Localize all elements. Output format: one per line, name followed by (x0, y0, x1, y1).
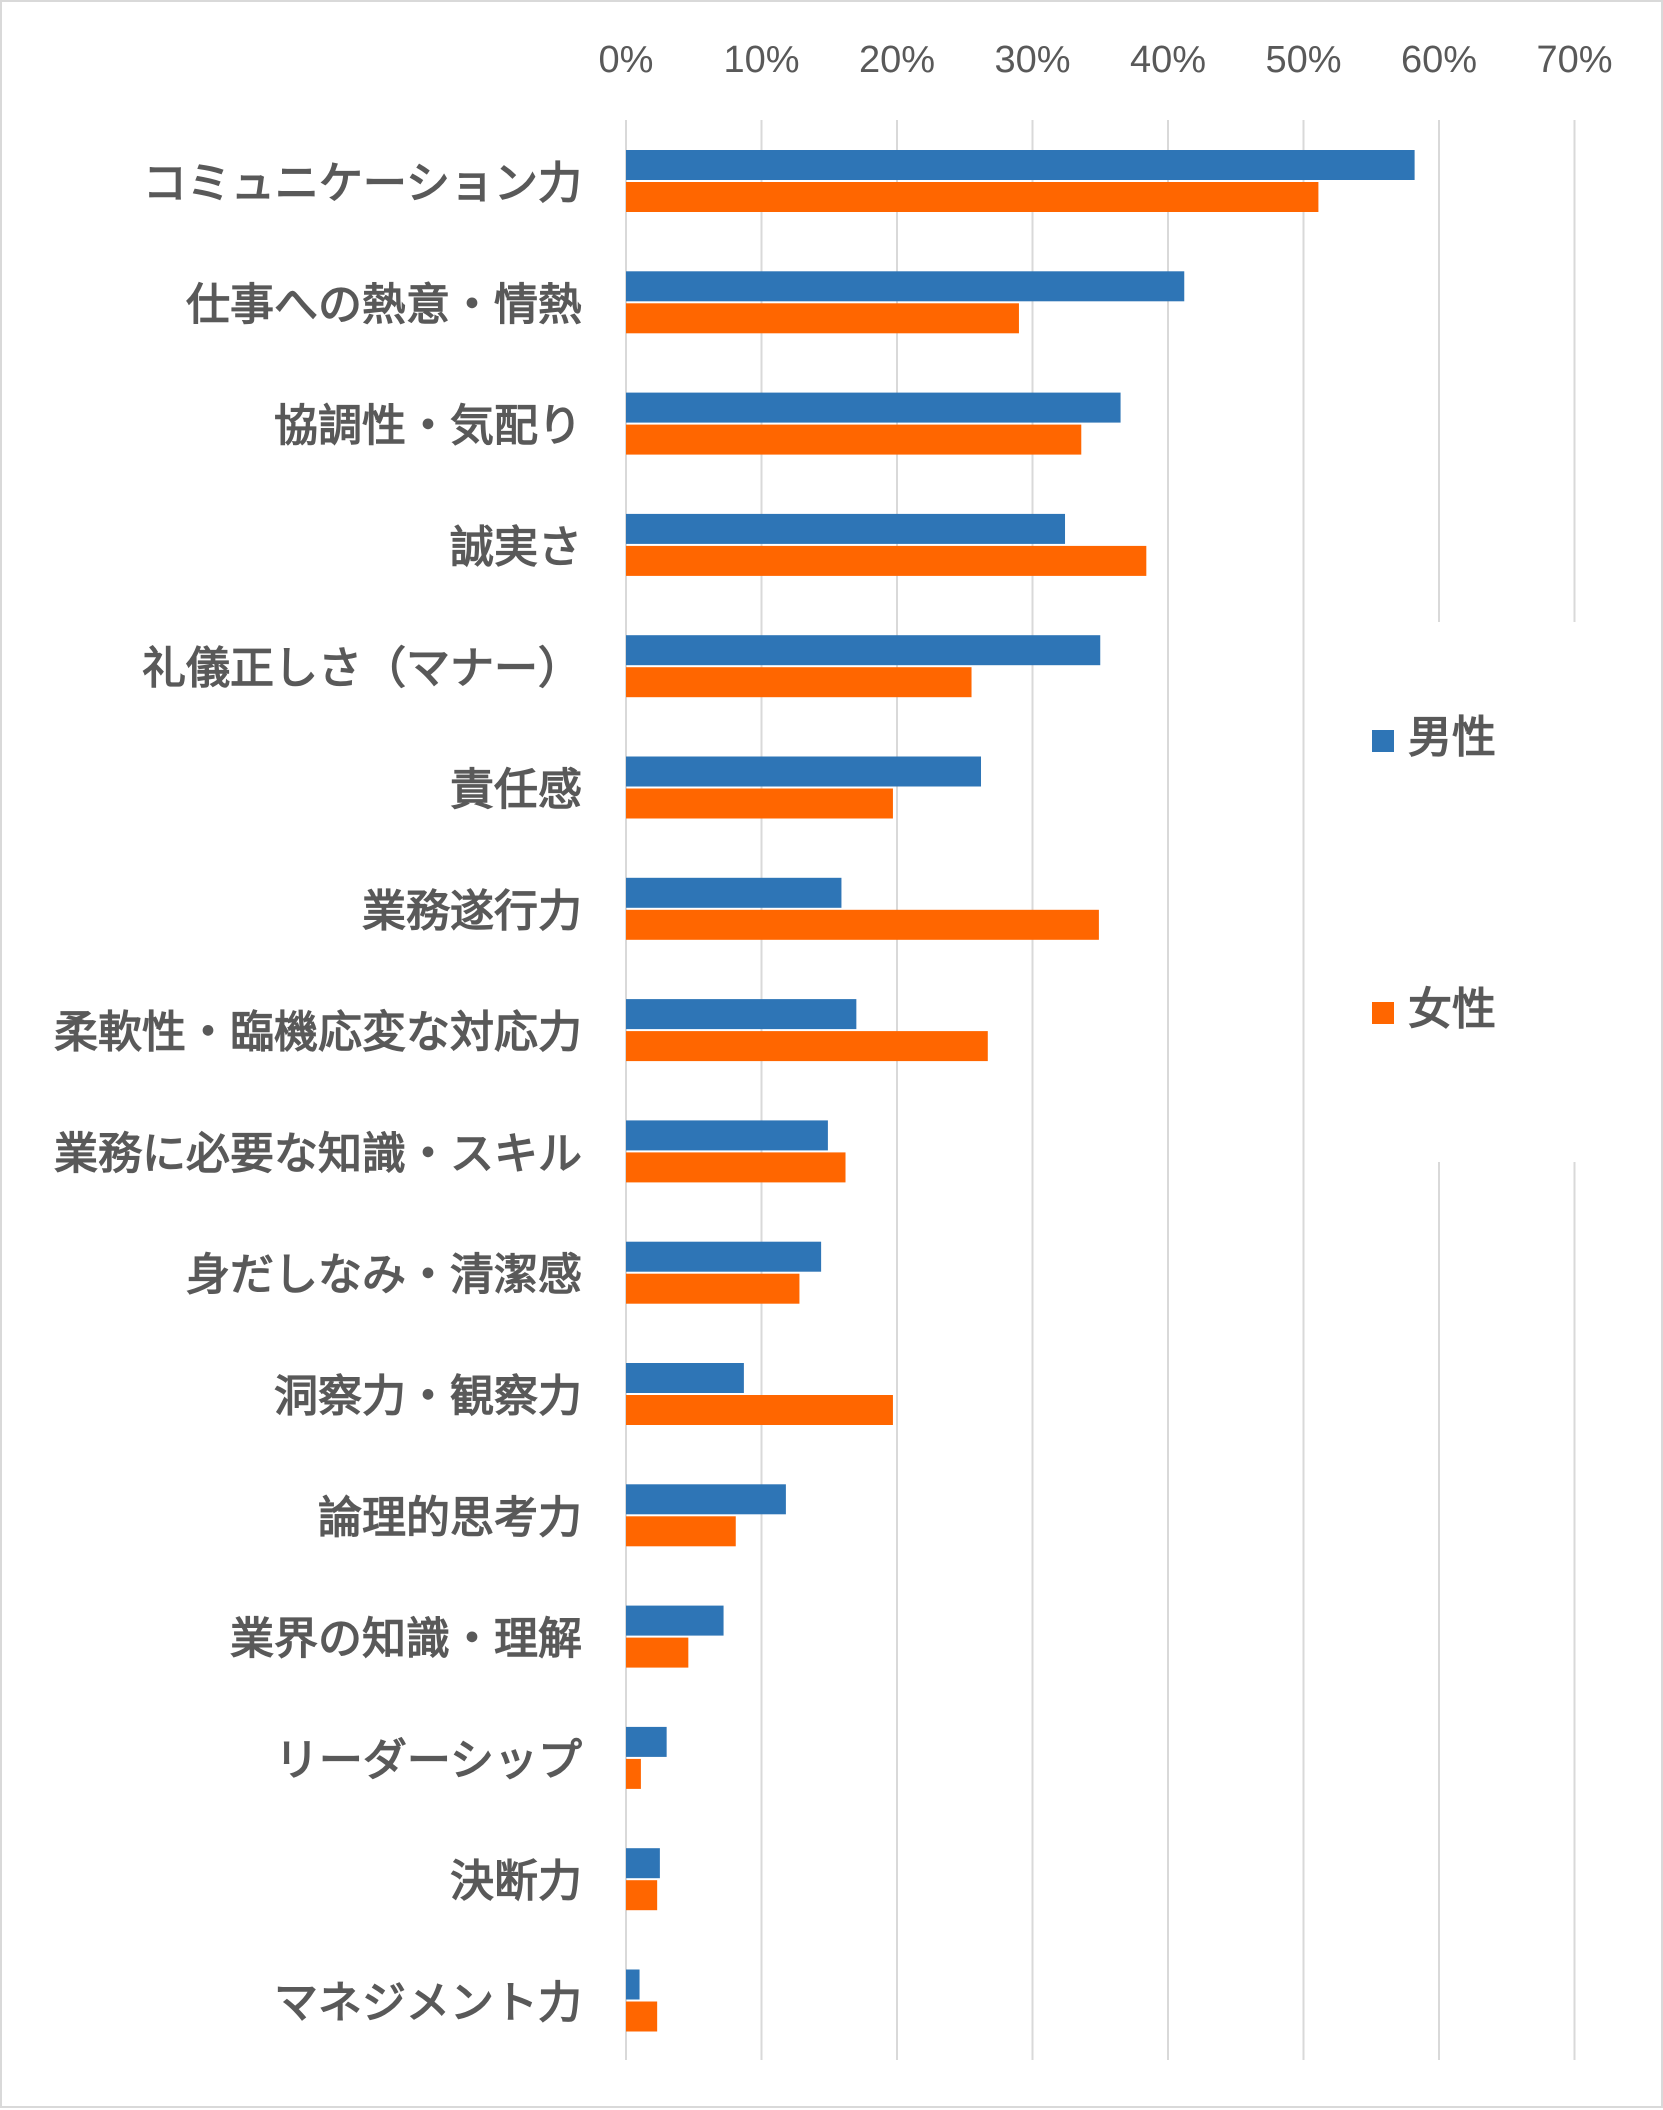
bar-female (626, 909, 1099, 940)
x-tick-label: 70% (1536, 39, 1612, 81)
bar-female (626, 788, 893, 819)
bar-female (626, 1637, 689, 1668)
category-label: 責任感 (450, 765, 582, 816)
category-label: マネジメント力 (274, 1978, 582, 2029)
bar-female (626, 424, 1082, 455)
bar-male (626, 271, 1185, 302)
bar-male (626, 1726, 667, 1757)
category-label: リーダーシップ (275, 1735, 582, 1786)
bar-female (626, 1152, 846, 1183)
bar-male (626, 877, 842, 908)
category-label: コミュニケーション力 (143, 158, 582, 209)
category-label: 業務遂行力 (362, 886, 582, 937)
legend-swatch (1372, 1002, 1394, 1024)
bar-male (626, 513, 1066, 544)
category-label: 協調性・気配り (274, 401, 582, 452)
bar-female (626, 1880, 658, 1911)
x-tick-label: 10% (723, 39, 799, 81)
category-label: 決断力 (450, 1856, 582, 1907)
category-label: 身だしなみ・清潔感 (186, 1250, 582, 1301)
bar-male (626, 150, 1415, 180)
bar-female (626, 2001, 658, 2032)
bar-male (626, 1969, 640, 2000)
category-label: 誠実さ (450, 522, 582, 573)
bar-male (626, 999, 857, 1030)
category-label: 仕事への熱意・情熱 (186, 279, 582, 330)
bar-female (626, 1395, 893, 1425)
bar-male (626, 635, 1101, 666)
bar-female (626, 545, 1147, 576)
legend-swatch (1372, 730, 1394, 752)
category-label: 洞察力・観察力 (274, 1371, 582, 1422)
bar-female (626, 1758, 641, 1789)
bar-female (626, 303, 1019, 334)
bar-male (626, 1120, 828, 1151)
bar-male (626, 1605, 724, 1636)
category-label: 業務に必要な知識・スキル (54, 1128, 582, 1179)
x-tick-label: 30% (994, 39, 1070, 81)
x-tick-label: 50% (1265, 39, 1341, 81)
category-label: 柔軟性・臨機応変な対応力 (54, 1007, 582, 1058)
bar-male (626, 1241, 822, 1272)
legend-label: 男性 (1408, 712, 1496, 763)
bar-male (626, 1848, 660, 1879)
bar-female (626, 1031, 988, 1062)
bar-female (626, 1273, 800, 1304)
bar-female (626, 667, 972, 698)
bar-male (626, 756, 982, 787)
x-tick-label: 0% (599, 39, 654, 81)
bar-female (626, 1516, 736, 1547)
x-tick-label: 40% (1130, 39, 1206, 81)
bar-male (626, 1363, 744, 1393)
legend-label: 女性 (1408, 984, 1496, 1035)
category-label: 論理的思考力 (318, 1492, 582, 1543)
x-tick-label: 20% (859, 39, 935, 81)
x-tick-label: 60% (1401, 39, 1477, 81)
category-label: 礼儀正しさ（マナー） (142, 643, 582, 694)
bar-male (626, 392, 1121, 423)
bar-male (626, 1484, 786, 1515)
category-label: 業界の知識・理解 (230, 1614, 582, 1665)
bar-female (626, 182, 1319, 212)
